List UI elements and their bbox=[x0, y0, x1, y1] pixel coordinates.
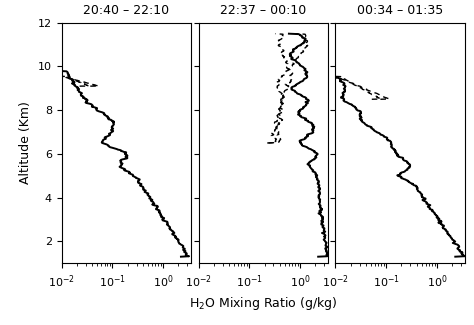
Title: 22:37 – 00:10: 22:37 – 00:10 bbox=[220, 5, 306, 18]
Title: 20:40 – 22:10: 20:40 – 22:10 bbox=[83, 5, 169, 18]
X-axis label: H$_2$O Mixing Ratio (g/kg): H$_2$O Mixing Ratio (g/kg) bbox=[189, 295, 337, 312]
Title: 00:34 – 01:35: 00:34 – 01:35 bbox=[357, 5, 443, 18]
Y-axis label: Altitude (Km): Altitude (Km) bbox=[19, 101, 32, 185]
